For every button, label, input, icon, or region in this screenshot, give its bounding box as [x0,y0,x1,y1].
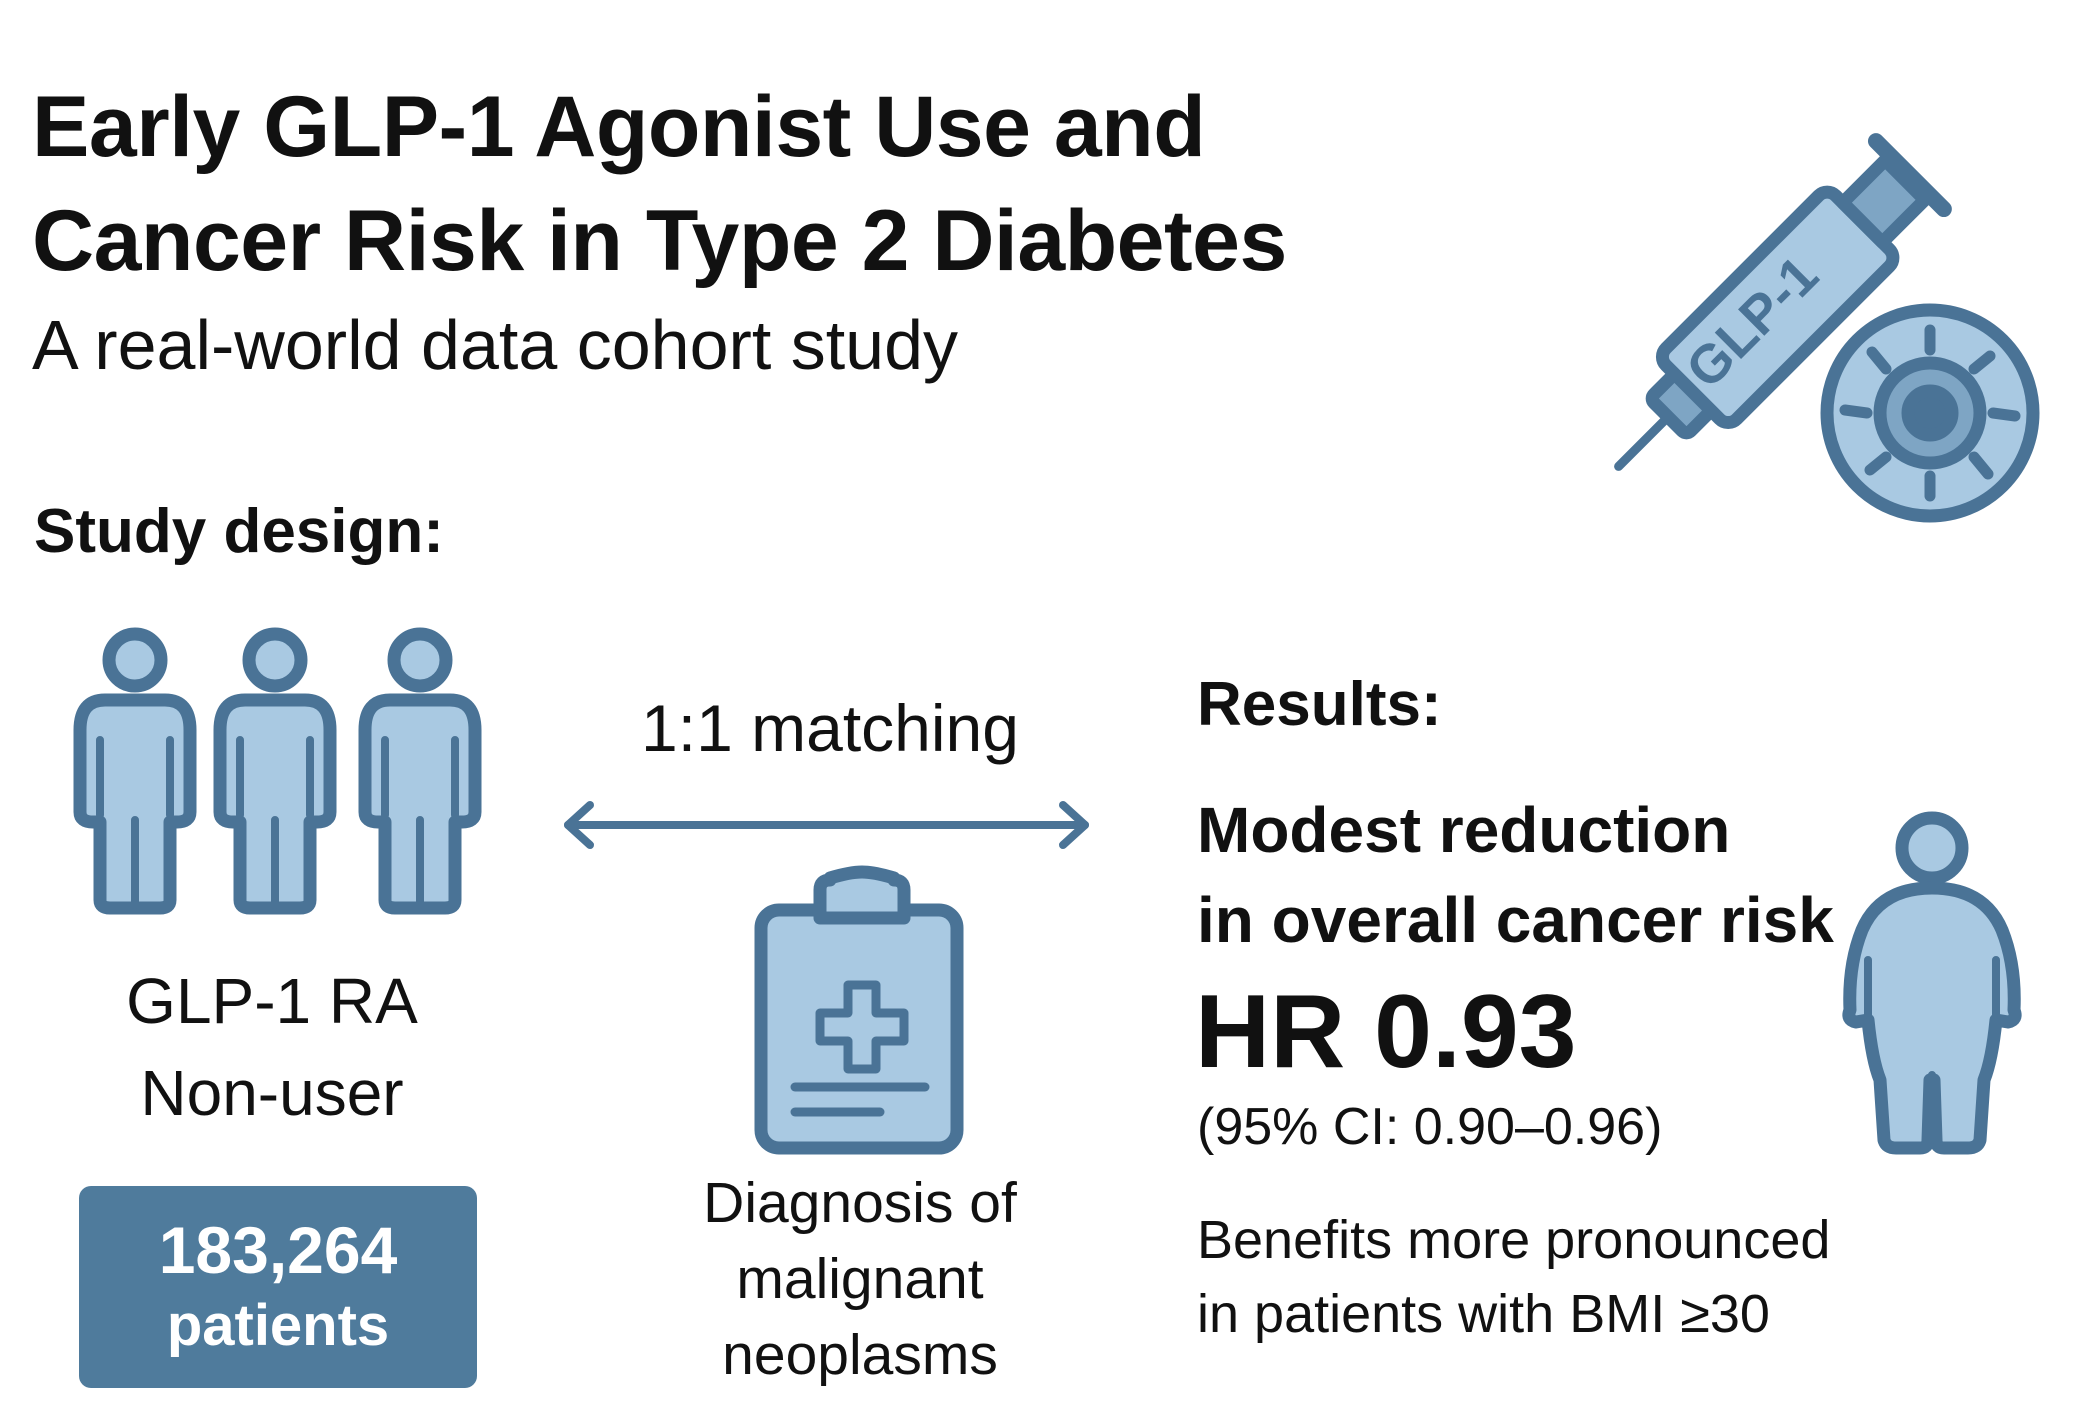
results-note: Benefits more pronounced in patients wit… [1197,1210,1831,1344]
confidence-interval: (95% CI: 0.90–0.96) [1197,1098,1663,1156]
hazard-ratio: HR 0.93 [1195,974,1577,1090]
results-summary: Modest reduction in overall cancer risk [1197,794,1834,956]
double-arrow-icon [564,801,1089,849]
subtitle: A real-world data cohort study [32,306,959,384]
matching-label: 1:1 matching [641,691,1019,765]
clipboard-icon [754,865,964,1155]
syringe-icon [1614,133,1952,471]
people-icon [73,627,475,915]
patients-count-badge: 183,264 patients [79,1186,477,1388]
results-heading: Results: [1197,670,1442,739]
study-design-heading: Study design: [34,497,444,566]
person-icon [1842,811,2022,1155]
outcome-label: Diagnosis of malignant neoplasms [703,1171,1017,1387]
group-label: GLP-1 RA Non-user [126,965,418,1129]
page-title: Early GLP-1 Agonist Use and Cancer Risk … [32,79,1287,289]
cancer-cell-icon [1820,303,2040,523]
